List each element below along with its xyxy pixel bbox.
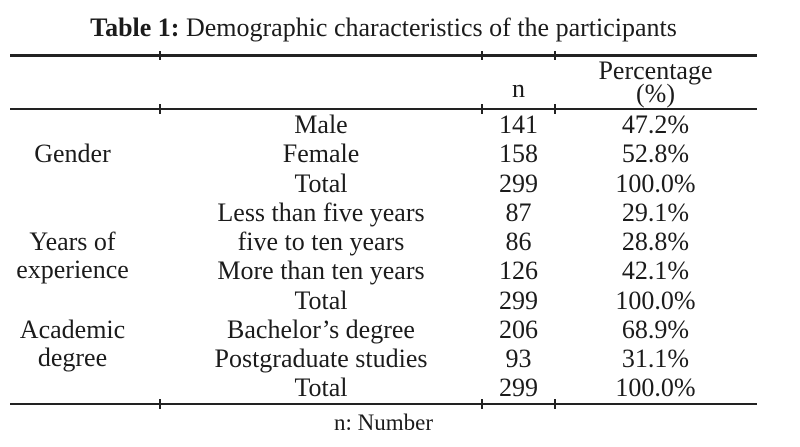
cell-n: 299	[499, 373, 538, 403]
table-title-text: Demographic characteristics of the parti…	[179, 13, 677, 42]
demographics-table-figure: Table 1: Demographic characteristics of …	[10, 10, 757, 436]
column-tick	[159, 50, 161, 60]
table-row: Postgraduate studies 93 31.1%	[10, 344, 757, 373]
header-percentage-label: Percentage (%)	[555, 57, 756, 108]
cell-percentage: 47.2%	[621, 110, 690, 139]
header-percentage-line1: Percentage	[598, 56, 713, 85]
cell-category: Total	[294, 373, 348, 403]
cell-n: 299	[499, 285, 538, 315]
rule-header-bottom	[10, 104, 757, 114]
header-n-label: n	[512, 73, 525, 103]
cell-category: Bachelor’s degree	[227, 314, 415, 344]
cell-percentage: 31.1%	[621, 344, 690, 373]
column-tick	[554, 399, 556, 409]
cell-n: 126	[499, 256, 538, 286]
table-body: Gender Years of experience Academic degr…	[10, 110, 757, 403]
group-label-academic-degree: Academic degree	[10, 315, 160, 374]
column-tick	[481, 50, 483, 60]
group-label-line: experience	[16, 255, 129, 285]
header-category-spacer	[160, 57, 482, 108]
cell-category: Total	[294, 285, 348, 315]
table-row: Less than five years 87 29.1%	[10, 198, 757, 227]
table-row: Male 141 47.2%	[10, 110, 757, 139]
cell-category: Total	[294, 168, 348, 198]
cell-n: 86	[505, 227, 532, 256]
cell-n: 158	[499, 139, 538, 169]
cell-n: 141	[499, 110, 538, 139]
table-row: Total 299 100.0%	[10, 286, 757, 315]
table-footnote: n: Number	[333, 410, 433, 435]
column-tick	[481, 104, 483, 114]
rule-bottom	[10, 399, 757, 409]
column-tick	[159, 104, 161, 114]
group-label-line: degree	[37, 343, 108, 372]
cell-category: Less than five years	[217, 197, 425, 227]
cell-category: More than ten years	[217, 256, 425, 286]
group-label-line: Years of	[29, 227, 116, 257]
cell-percentage: 28.8%	[621, 227, 690, 256]
cell-percentage: 100.0%	[615, 373, 696, 403]
header-spacer	[10, 57, 160, 108]
table-header-row: n Percentage (%)	[10, 57, 757, 108]
cell-percentage: 100.0%	[615, 285, 696, 315]
table-row: More than ten years 126 42.1%	[10, 256, 757, 285]
group-label-line: Academic	[19, 315, 126, 344]
cell-percentage: 29.1%	[621, 197, 690, 227]
rule-top	[10, 50, 757, 60]
table-title: Table 1: Demographic characteristics of …	[10, 10, 757, 46]
column-tick	[554, 50, 556, 60]
column-tick	[481, 399, 483, 409]
table-row: Female 158 52.8%	[10, 139, 757, 168]
cell-n: 206	[499, 314, 538, 344]
cell-n: 299	[499, 168, 538, 198]
column-tick	[159, 399, 161, 409]
cell-percentage: 52.8%	[621, 139, 690, 169]
group-label-years-of-experience: Years of experience	[10, 198, 160, 315]
cell-n: 93	[505, 344, 532, 373]
table-row: five to ten years 86 28.8%	[10, 227, 757, 256]
table-row: Total 299 100.0%	[10, 169, 757, 198]
column-tick	[554, 104, 556, 114]
cell-percentage: 100.0%	[615, 168, 696, 198]
cell-category: Female	[282, 139, 360, 169]
table-row: Total 299 100.0%	[10, 373, 757, 402]
cell-percentage: 42.1%	[621, 256, 690, 286]
cell-percentage: 68.9%	[621, 314, 690, 344]
cell-category: Male	[294, 110, 348, 139]
table-title-label: Table 1:	[90, 13, 180, 42]
group-label-gender: Gender	[10, 110, 160, 198]
cell-category: five to ten years	[237, 227, 405, 256]
table-row: Bachelor’s degree 206 68.9%	[10, 315, 757, 344]
group-label-line: Gender	[34, 138, 111, 168]
cell-category: Postgraduate studies	[214, 344, 428, 373]
cell-n: 87	[505, 197, 532, 227]
header-percentage-line2: (%)	[636, 79, 675, 108]
